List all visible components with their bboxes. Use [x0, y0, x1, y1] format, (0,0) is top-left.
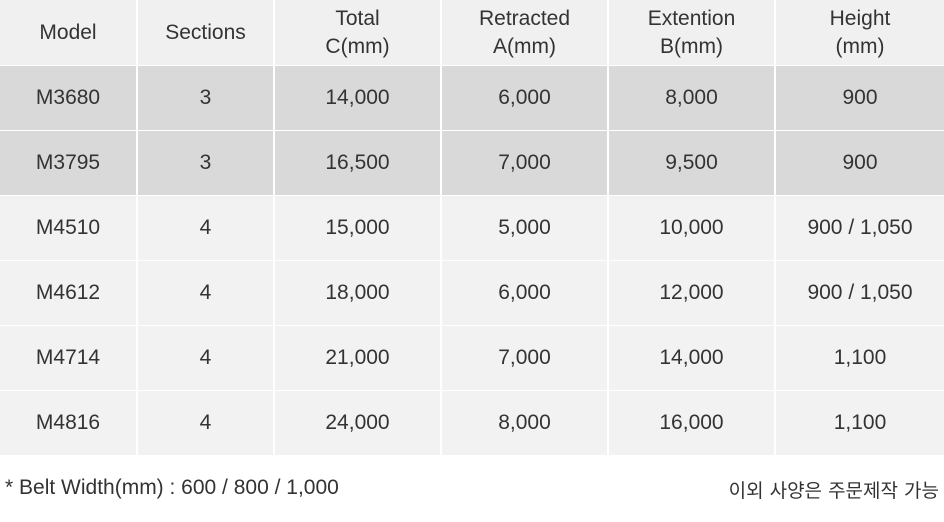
- cell-extention: 14,000: [607, 325, 775, 391]
- cell-total: 16,500: [273, 130, 441, 196]
- cell-model: M4612: [0, 260, 137, 326]
- cell-model: M4510: [0, 195, 137, 261]
- cell-model: M4714: [0, 325, 137, 391]
- belt-width-note: * Belt Width(mm) : 600 / 800 / 1,000: [5, 476, 339, 499]
- table-row: M4714 4 21,000 7,000 14,000 1,100: [0, 325, 944, 391]
- cell-extention: 8,000: [607, 65, 775, 131]
- cell-extention: 12,000: [607, 260, 775, 326]
- cell-sections: 4: [136, 325, 274, 391]
- table-row: M4612 4 18,000 6,000 12,000 900 / 1,050: [0, 260, 944, 326]
- cell-sections: 4: [136, 195, 274, 261]
- cell-model: M3680: [0, 65, 137, 131]
- table-header: Model Sections Total C(mm) Retracted A(m…: [0, 0, 944, 66]
- cell-height: 1,100: [774, 325, 944, 391]
- cell-retracted: 7,000: [440, 325, 608, 391]
- cell-retracted: 5,000: [440, 195, 608, 261]
- cell-height: 1,100: [774, 390, 944, 456]
- header-extention-label: Extention: [647, 6, 736, 30]
- header-height-unit: (mm): [835, 34, 885, 58]
- header-extention: Extention B(mm): [607, 0, 775, 66]
- header-height: Height (mm): [774, 0, 944, 66]
- spec-table: Model Sections Total C(mm) Retracted A(m…: [0, 0, 944, 456]
- cell-sections: 4: [136, 390, 274, 456]
- header-extention-unit: B(mm): [660, 34, 723, 58]
- cell-total: 18,000: [273, 260, 441, 326]
- cell-extention: 16,000: [607, 390, 775, 456]
- table-row: M3795 3 16,500 7,000 9,500 900: [0, 130, 944, 196]
- cell-extention: 10,000: [607, 195, 775, 261]
- cell-total: 15,000: [273, 195, 441, 261]
- table-row: M4816 4 24,000 8,000 16,000 1,100: [0, 390, 944, 456]
- cell-sections: 3: [136, 65, 274, 131]
- table-body: M3680 3 14,000 6,000 8,000 900 M3795 3 1…: [0, 65, 944, 456]
- header-total-label: Total: [335, 6, 380, 30]
- cell-height: 900 / 1,050: [774, 195, 944, 261]
- cell-height: 900: [774, 65, 944, 131]
- custom-order-note: 이외 사양은 주문제작 가능: [728, 480, 939, 502]
- table-row: M4510 4 15,000 5,000 10,000 900 / 1,050: [0, 195, 944, 261]
- header-model-label: Model: [39, 20, 97, 44]
- header-retracted-unit: A(mm): [493, 34, 556, 58]
- cell-height: 900 / 1,050: [774, 260, 944, 326]
- header-sections: Sections: [136, 0, 274, 66]
- header-retracted-label: Retracted: [478, 6, 571, 30]
- cell-total: 24,000: [273, 390, 441, 456]
- cell-retracted: 6,000: [440, 65, 608, 131]
- cell-sections: 4: [136, 260, 274, 326]
- cell-total: 21,000: [273, 325, 441, 391]
- header-retracted: Retracted A(mm): [440, 0, 608, 66]
- cell-retracted: 7,000: [440, 130, 608, 196]
- header-height-label: Height: [829, 6, 891, 30]
- cell-model: M4816: [0, 390, 137, 456]
- header-total: Total C(mm): [273, 0, 441, 66]
- cell-retracted: 6,000: [440, 260, 608, 326]
- header-total-unit: C(mm): [325, 34, 390, 58]
- header-model: Model: [0, 0, 137, 66]
- header-row: Model Sections Total C(mm) Retracted A(m…: [0, 0, 944, 66]
- cell-total: 14,000: [273, 65, 441, 131]
- cell-sections: 3: [136, 130, 274, 196]
- cell-height: 900: [774, 130, 944, 196]
- cell-extention: 9,500: [607, 130, 775, 196]
- cell-model: M3795: [0, 130, 137, 196]
- footer: * Belt Width(mm) : 600 / 800 / 1,000 이외 …: [0, 472, 944, 506]
- table-row: M3680 3 14,000 6,000 8,000 900: [0, 65, 944, 131]
- cell-retracted: 8,000: [440, 390, 608, 456]
- header-sections-label: Sections: [165, 20, 246, 44]
